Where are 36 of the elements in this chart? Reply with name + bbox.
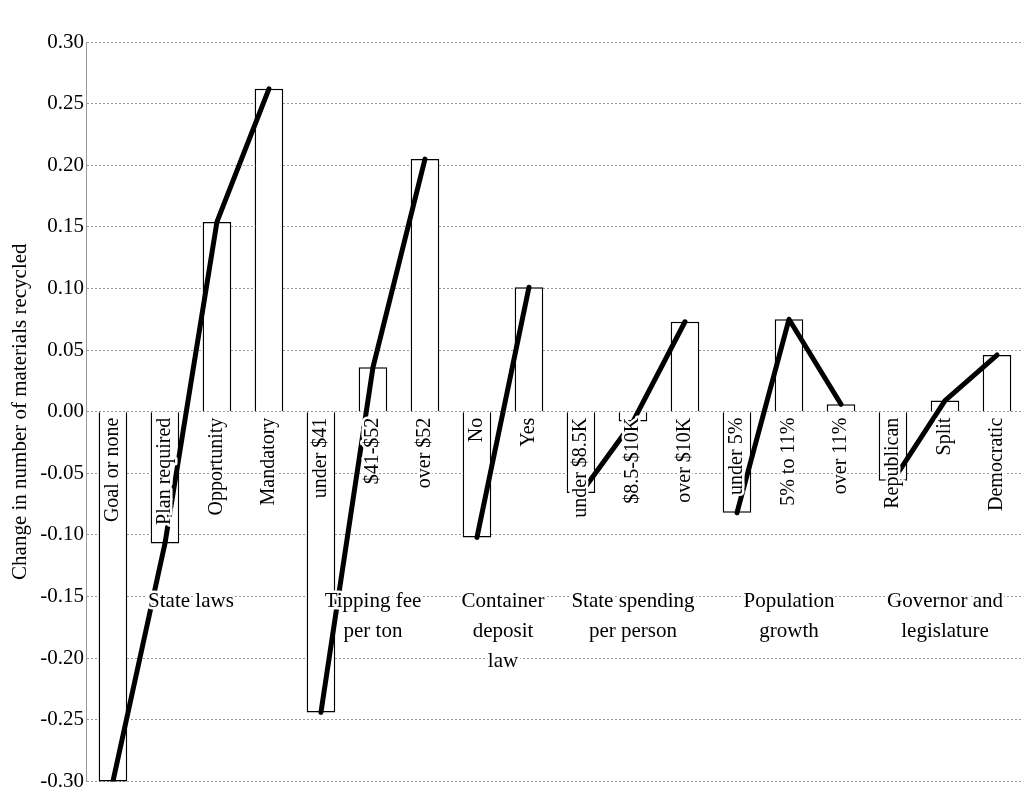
y-tick-label: -0.15 — [40, 583, 84, 608]
x-tick-label: under $8.5K — [568, 417, 591, 518]
x-tick-label: over $10K — [672, 417, 695, 503]
y-tick-label: -0.20 — [40, 644, 84, 669]
y-tick-label: 0.30 — [47, 28, 84, 53]
annotation: State spending per person — [571, 588, 695, 643]
y-tick-label: -0.25 — [40, 706, 84, 731]
x-tick-label: over $52 — [412, 417, 435, 489]
x-tick-label: under $41 — [308, 417, 331, 499]
y-tick-label: -0.30 — [40, 767, 84, 792]
x-tick-label: Republican — [880, 417, 904, 509]
x-tick-label: $41-$52 — [360, 417, 383, 485]
y-tick-label: -0.10 — [40, 521, 84, 546]
x-tick-label: No — [464, 417, 487, 443]
x-tick-label: under 5% — [724, 417, 747, 495]
x-tick-label: Democratic — [984, 417, 1007, 511]
y-tick-label: 0.05 — [47, 336, 84, 361]
x-tick-label: Plan required — [152, 417, 176, 525]
annotation: Container deposit law — [461, 588, 545, 673]
annotation: Population growth — [743, 588, 835, 643]
y-tick-label: 0.15 — [47, 213, 84, 238]
x-tick-label: 5% to 11% — [776, 417, 799, 506]
y-tick-label: 0.00 — [47, 398, 84, 423]
y-tick-label: 0.20 — [47, 151, 84, 176]
x-tick-label: Split — [932, 417, 956, 456]
annotation: Governor and legislature — [886, 588, 1004, 643]
x-tick-label: over 11% — [828, 417, 851, 495]
y-axis-title: Change in number of materials recycled — [7, 242, 32, 580]
y-tick-label: 0.10 — [47, 274, 84, 299]
y-tick-label: -0.05 — [40, 459, 84, 484]
x-tick-label: Mandatory — [256, 417, 280, 506]
x-tick-label: Goal or none — [100, 417, 123, 523]
x-tick-label: Opportunity — [204, 417, 228, 516]
x-tick-label: Yes — [516, 417, 539, 447]
y-tick-label: 0.25 — [47, 90, 84, 115]
x-tick-label: $8.5-$10K — [620, 417, 643, 504]
